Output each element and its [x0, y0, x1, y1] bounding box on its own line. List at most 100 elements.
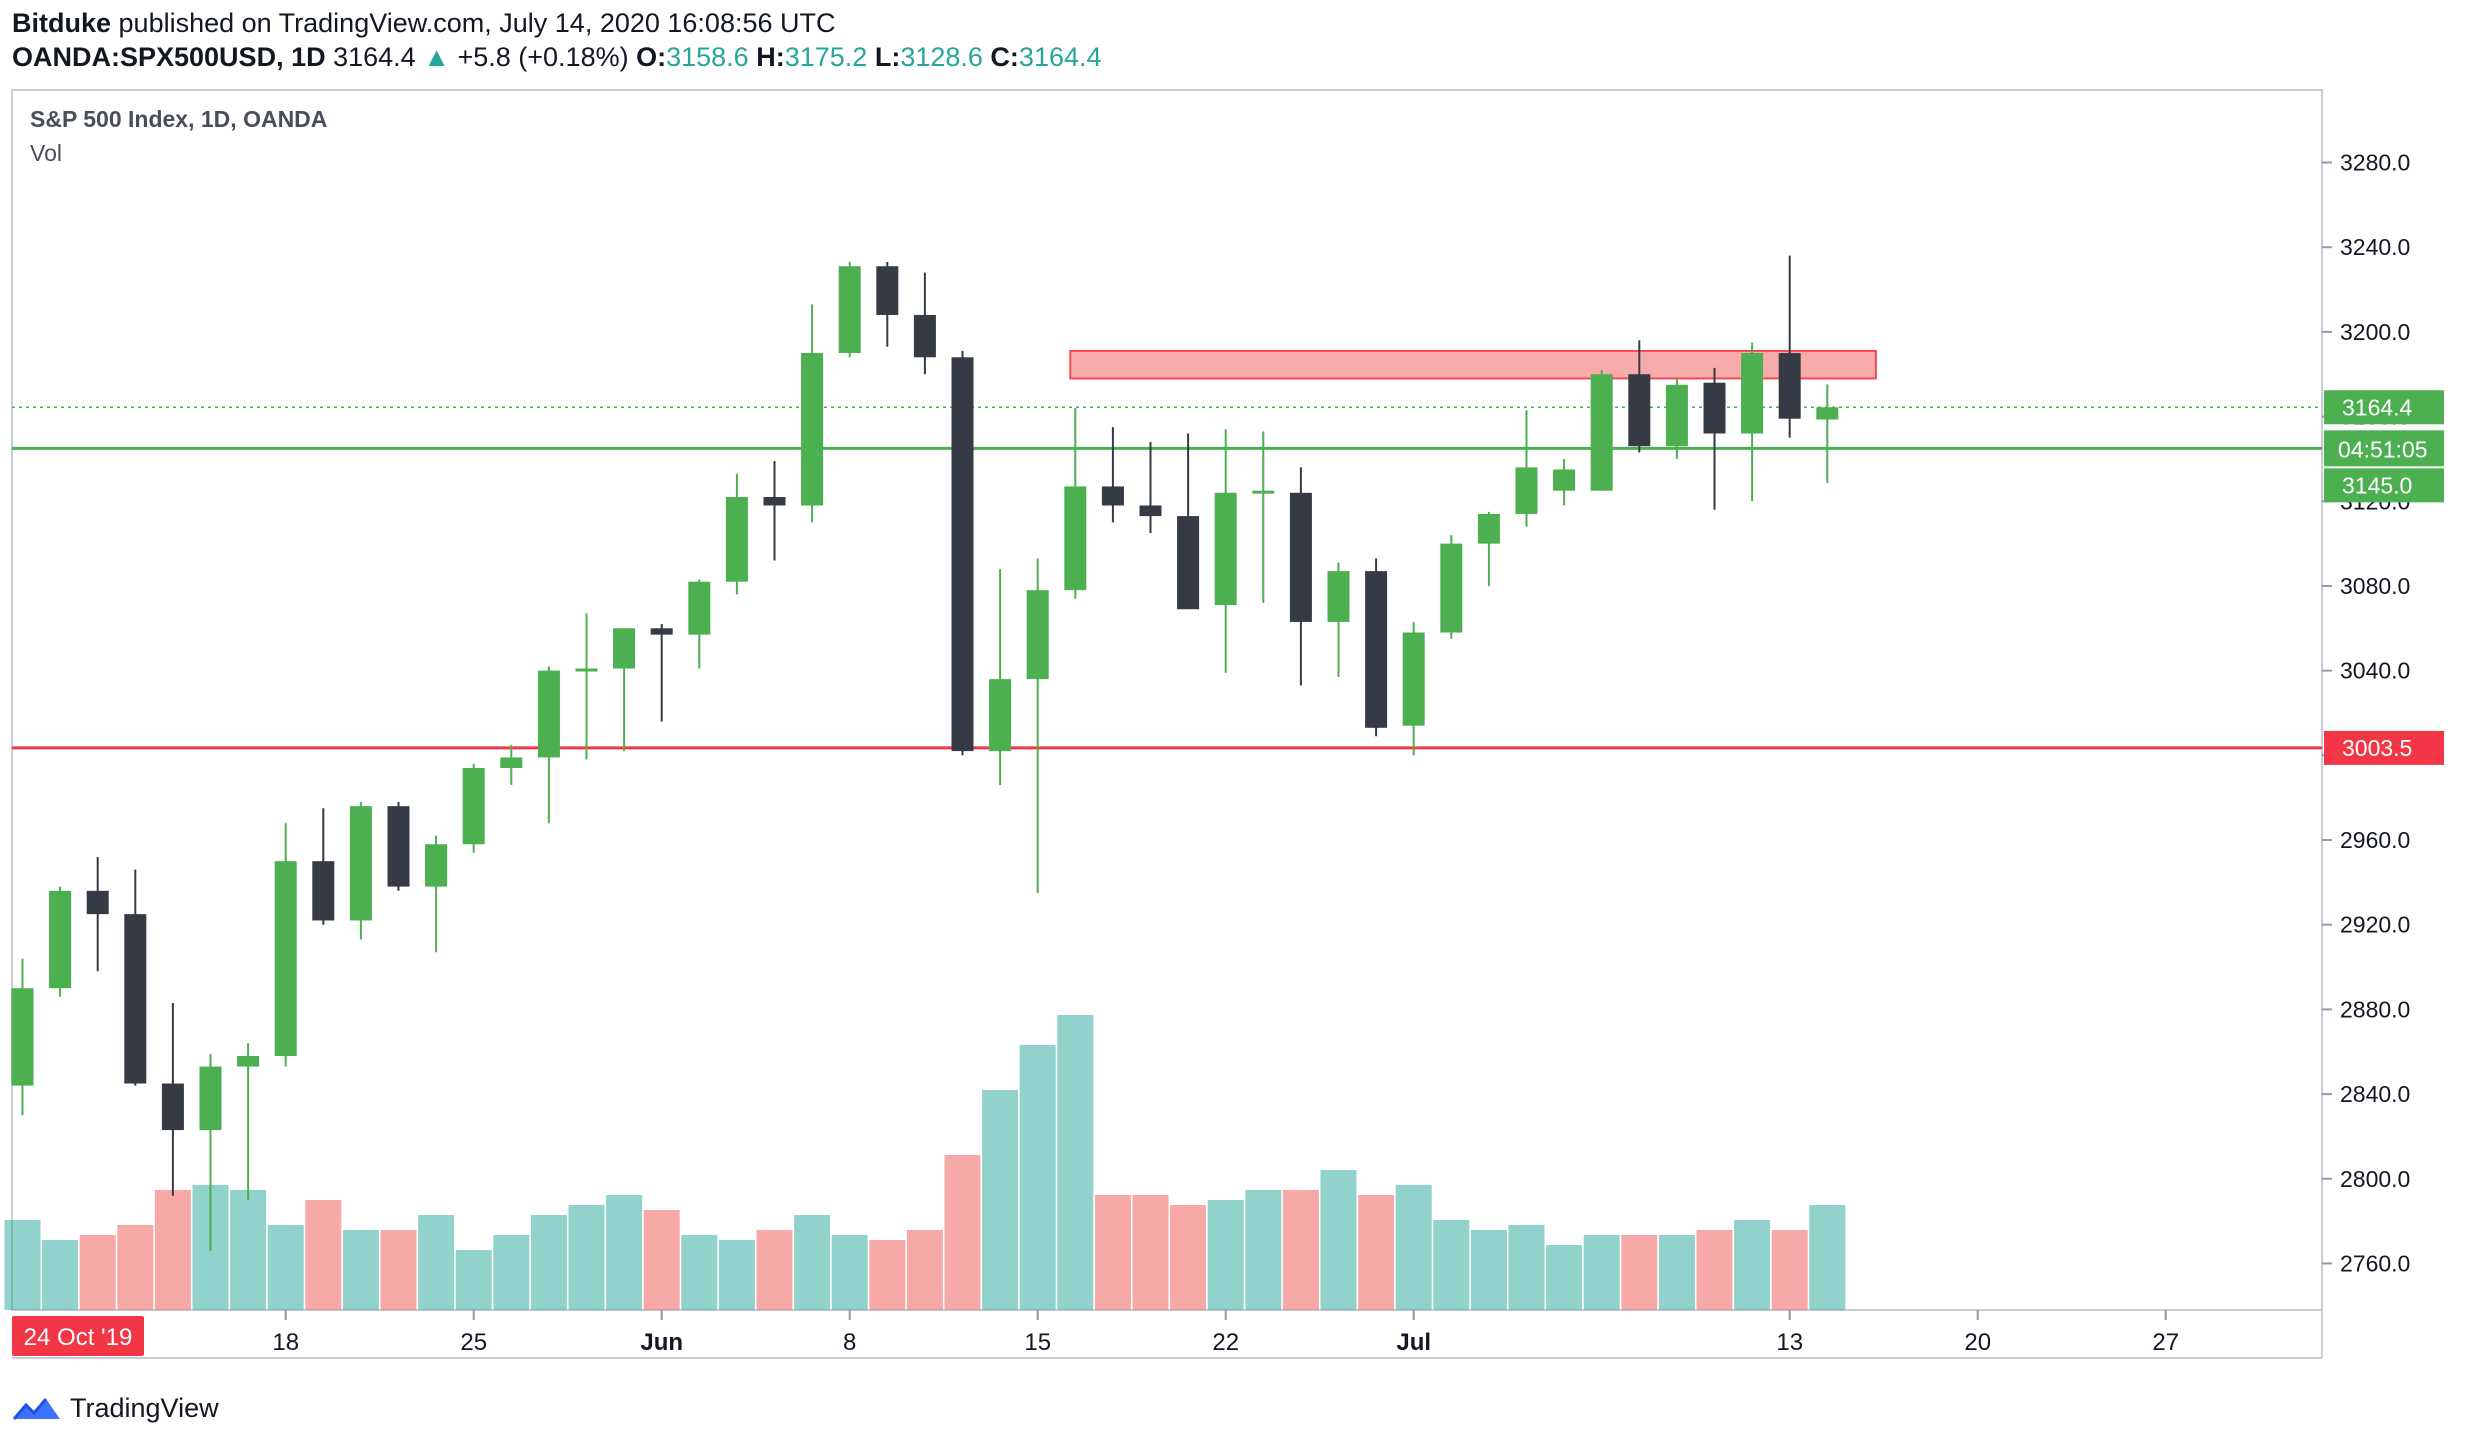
volume-bar — [1433, 1220, 1470, 1310]
x-tick-label: 13 — [1776, 1329, 1803, 1356]
y-tick-label: 3240.0 — [2340, 234, 2410, 260]
candle-body — [49, 890, 72, 989]
volume-bar — [267, 1225, 304, 1310]
volume-bar — [1546, 1245, 1583, 1310]
volume-bar — [342, 1230, 379, 1310]
candle-body — [650, 628, 673, 635]
candle-body — [1440, 543, 1463, 633]
volume-bar — [1057, 1015, 1094, 1310]
volume-bar — [418, 1215, 455, 1310]
candle-body — [575, 668, 598, 672]
volume-bar — [1320, 1170, 1357, 1310]
volume-bar — [1395, 1185, 1432, 1310]
candle-body — [1477, 513, 1500, 544]
x-tick-label: 20 — [1964, 1329, 1991, 1356]
tradingview-logo-icon — [12, 1398, 60, 1420]
candle-body — [11, 988, 34, 1086]
volume-bar — [944, 1155, 981, 1310]
volume-bar — [1809, 1205, 1846, 1310]
volume-bar — [1170, 1205, 1207, 1310]
volume-bar — [1470, 1230, 1507, 1310]
volume-bar — [1658, 1235, 1695, 1310]
candle-body — [349, 806, 372, 921]
high-label: H: — [756, 42, 785, 72]
candle-body — [989, 679, 1012, 752]
close-value: 3164.4 — [1018, 42, 1102, 72]
countdown-timer: 04:51:05 — [2338, 436, 2428, 462]
volume-bar — [643, 1210, 680, 1310]
candle-body — [1177, 516, 1200, 610]
candle-body — [312, 861, 335, 921]
candle-body — [1289, 492, 1312, 622]
volume-bar — [681, 1235, 718, 1310]
candle-body — [951, 357, 974, 752]
candle-body — [688, 581, 711, 635]
volume-bar — [305, 1200, 342, 1310]
candle-body — [1327, 571, 1350, 622]
resistance-level-label-bg — [2324, 730, 2444, 765]
candle-body — [1101, 486, 1124, 506]
volume-bar — [1734, 1220, 1771, 1310]
candle-body — [801, 353, 824, 506]
date-badge-label: 24 Oct '19 — [24, 1324, 133, 1351]
candle-body — [274, 861, 297, 1056]
y-tick-label: 2960.0 — [2340, 827, 2410, 853]
tradingview-brand[interactable]: TradingView — [12, 1390, 219, 1426]
candle-body — [1252, 490, 1275, 494]
y-tick-label: 2760.0 — [2340, 1250, 2410, 1276]
y-tick-label: 3200.0 — [2340, 319, 2410, 345]
volume-bar — [1621, 1235, 1658, 1310]
open-value: 3158.6 — [666, 42, 749, 72]
volume-bar — [718, 1240, 755, 1310]
candle-body — [1741, 353, 1764, 434]
volume-bar — [982, 1090, 1019, 1310]
y-tick-label: 2880.0 — [2340, 996, 2410, 1022]
series-legend-title[interactable]: S&P 500 Index, 1D, OANDA — [30, 106, 328, 132]
candle-body — [500, 757, 523, 769]
publish-info: published on TradingView.com, July 14, 2… — [118, 8, 836, 38]
x-tick-label: 15 — [1024, 1329, 1051, 1356]
volume-bar — [831, 1235, 868, 1310]
volume-bar — [1583, 1235, 1620, 1310]
candle-body — [763, 497, 786, 506]
candle-body — [86, 890, 109, 915]
high-value: 3175.2 — [784, 42, 868, 72]
volume-bar — [1019, 1045, 1056, 1310]
volume-bar — [606, 1195, 643, 1310]
last-price: 3164.4 — [333, 42, 416, 72]
candle-body — [1628, 374, 1651, 447]
volume-bar — [230, 1190, 267, 1310]
x-tick-label: Jun — [640, 1329, 683, 1356]
volume-bar — [380, 1230, 417, 1310]
x-tick-label: 27 — [2152, 1329, 2179, 1356]
volume-bar — [906, 1230, 943, 1310]
up-triangle-icon: ▲ — [423, 42, 450, 72]
candle-body — [1139, 505, 1162, 517]
candle-body — [537, 670, 560, 758]
close-label: C: — [990, 42, 1019, 72]
symbol-label: OANDA:SPX500USD, 1D — [12, 42, 326, 72]
candle-body — [1590, 374, 1613, 491]
volume-bar — [1282, 1190, 1319, 1310]
candle-body — [161, 1083, 184, 1131]
last-price-label-bg — [2324, 390, 2444, 425]
candle-body — [124, 914, 147, 1084]
candle-body — [1365, 571, 1388, 728]
price-change: +5.8 (+0.18%) — [457, 42, 629, 72]
volume-bar — [530, 1215, 567, 1310]
low-value: 3128.6 — [900, 42, 983, 72]
candle-body — [1816, 407, 1839, 420]
quote-line: OANDA:SPX500USD, 1D 3164.4 ▲ +5.8 (+0.18… — [12, 42, 1102, 73]
timer-label-bg — [2324, 430, 2444, 467]
author-name[interactable]: Bitduke — [12, 8, 112, 38]
candle-body — [425, 844, 448, 887]
low-label: L: — [874, 42, 901, 72]
candle-body — [1553, 469, 1576, 491]
plot-frame — [11, 89, 2323, 1311]
last-price-label: 3164.4 — [2342, 394, 2413, 420]
volume-bar — [794, 1215, 831, 1310]
volume-legend[interactable]: Vol — [30, 140, 62, 166]
volume-bar — [1358, 1195, 1395, 1310]
candle-body — [913, 314, 936, 358]
